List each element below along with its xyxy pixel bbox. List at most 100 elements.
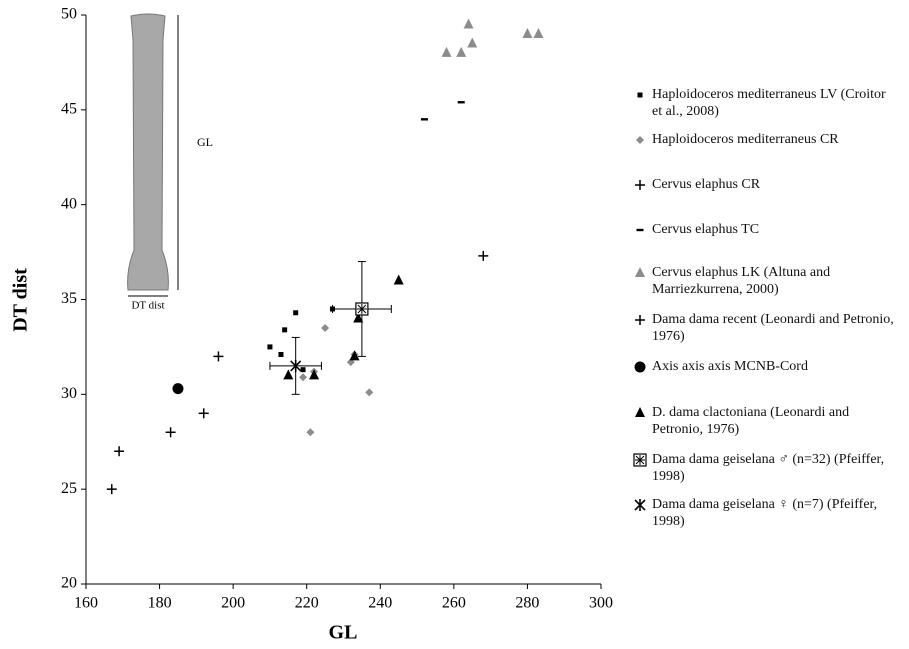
legend-marker-part xyxy=(637,92,643,98)
point-part xyxy=(420,118,428,121)
inset-dt-label: DT dist xyxy=(131,300,164,312)
point-part xyxy=(306,428,315,437)
point-part xyxy=(309,369,320,380)
point xyxy=(290,359,302,372)
legend-marker-part xyxy=(635,267,645,277)
point xyxy=(353,312,364,323)
legend-label: Cervus elaphus TC xyxy=(652,222,760,237)
x-axis-label: GL xyxy=(329,622,358,644)
point xyxy=(478,250,489,261)
point-part xyxy=(533,27,544,38)
y-tick-label: 50 xyxy=(61,6,77,23)
x-tick-label: 180 xyxy=(148,595,172,612)
legend-label: Dama dama recent (Leonardi and Petronio,… xyxy=(652,312,894,344)
legend-label: Dama dama geiselana ♂ (n=32) (Pfeiffer, … xyxy=(652,452,885,484)
point xyxy=(293,310,299,316)
legend-label: Haploidoceros mediterraneus LV (Croitor … xyxy=(652,87,886,119)
legend-marker-part xyxy=(636,136,644,144)
point-part xyxy=(457,101,465,104)
y-tick-label: 45 xyxy=(61,101,77,118)
point xyxy=(172,383,184,395)
point-part xyxy=(299,373,308,382)
x-tick-label: 200 xyxy=(221,595,245,612)
point-part xyxy=(321,323,330,332)
point-part xyxy=(353,312,364,323)
point-part xyxy=(463,18,474,29)
legend-label: Dama dama geiselana ♀ (n=7) (Pfeiffer, 1… xyxy=(652,497,878,529)
point xyxy=(522,27,533,38)
point-part xyxy=(293,310,299,316)
point xyxy=(165,427,176,438)
legend-marker xyxy=(635,267,645,277)
point-part xyxy=(522,27,533,38)
point-part xyxy=(300,367,306,373)
legend-marker xyxy=(634,361,646,373)
point xyxy=(114,446,125,457)
legend-marker xyxy=(636,136,644,144)
point xyxy=(463,18,474,29)
point xyxy=(349,350,360,361)
point xyxy=(321,323,330,332)
point-part xyxy=(441,46,452,57)
point xyxy=(198,408,209,419)
point xyxy=(213,351,224,362)
point xyxy=(457,101,465,104)
x-tick-label: 260 xyxy=(442,595,466,612)
point xyxy=(309,369,320,380)
point-part xyxy=(393,274,404,285)
point xyxy=(278,352,284,358)
x-tick-label: 220 xyxy=(295,595,319,612)
legend-marker xyxy=(635,180,645,190)
point xyxy=(467,37,478,48)
legend-marker xyxy=(633,453,647,467)
point xyxy=(355,302,369,316)
y-tick-label: 20 xyxy=(61,575,77,592)
bone-image xyxy=(127,13,169,291)
x-tick-label: 300 xyxy=(589,595,613,612)
legend-label: Axis axis axis MCNB-Cord xyxy=(652,359,808,374)
legend-label: Haploidoceros mediterraneus CR xyxy=(652,132,839,147)
legend-marker-part xyxy=(635,407,645,417)
y-tick-label: 35 xyxy=(61,290,77,307)
legend-label: D. dama clactoniana (Leonardi and Petron… xyxy=(652,405,850,437)
x-tick-label: 280 xyxy=(515,595,539,612)
point-part xyxy=(349,350,360,361)
point xyxy=(441,46,452,57)
point-part xyxy=(456,46,467,57)
x-tick-label: 240 xyxy=(368,595,392,612)
y-tick-label: 25 xyxy=(61,480,77,497)
point xyxy=(306,428,315,437)
legend-marker xyxy=(635,315,645,325)
point xyxy=(456,46,467,57)
point xyxy=(365,388,374,397)
legend-label: Cervus elaphus LK (Altuna and Marriezkur… xyxy=(652,265,831,297)
point xyxy=(282,327,288,333)
point xyxy=(106,484,117,495)
point xyxy=(393,274,404,285)
x-tick-label: 160 xyxy=(74,595,98,612)
point-part xyxy=(278,352,284,358)
point-part xyxy=(283,369,294,380)
point xyxy=(420,118,428,121)
y-axis-label: DT dist xyxy=(10,268,32,332)
point xyxy=(283,369,294,380)
legend-marker-part xyxy=(636,228,644,232)
point-part xyxy=(267,344,273,350)
inset-gl-label: GL xyxy=(197,135,213,149)
legend-marker xyxy=(635,407,645,417)
point-part xyxy=(282,327,288,333)
legend-label: Cervus elaphus CR xyxy=(652,177,761,192)
y-tick-label: 30 xyxy=(61,385,77,402)
point xyxy=(267,344,273,350)
legend-marker xyxy=(636,228,644,232)
point xyxy=(299,373,308,382)
y-tick-label: 40 xyxy=(61,195,77,212)
point-part xyxy=(365,388,374,397)
legend-marker xyxy=(634,499,646,511)
legend-marker xyxy=(637,92,643,98)
point-part xyxy=(467,37,478,48)
point xyxy=(300,367,306,373)
legend-marker-part xyxy=(634,361,646,373)
point xyxy=(533,27,544,38)
